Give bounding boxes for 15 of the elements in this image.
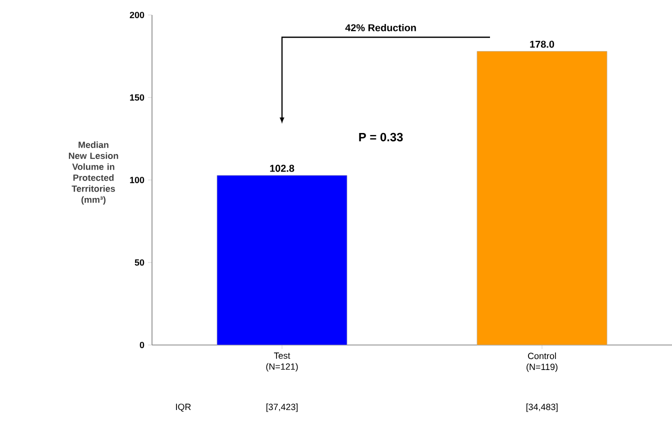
data-label: 102.8 xyxy=(270,164,294,172)
x-tick-label: Control (N=119) xyxy=(526,352,558,372)
annotation: 42% Reduction xyxy=(345,24,416,32)
annotation: P = 0.33 xyxy=(359,132,403,142)
y-tick-label: 200 xyxy=(130,12,144,18)
y-tick-label: 0 xyxy=(140,342,144,348)
y-axis-title: Median New Lesion Volume in Protected Territories (mm³) xyxy=(68,141,118,205)
data-label: 178.0 xyxy=(530,40,554,48)
y-tick-label: 150 xyxy=(130,94,144,101)
y-tick-label: 50 xyxy=(134,259,144,266)
text: [37,423] xyxy=(266,404,298,412)
y-tick-label: 100 xyxy=(130,176,144,184)
text: [34,483] xyxy=(526,404,558,412)
text: IQR xyxy=(176,404,191,412)
x-tick-label: Test (N=121) xyxy=(266,352,298,372)
